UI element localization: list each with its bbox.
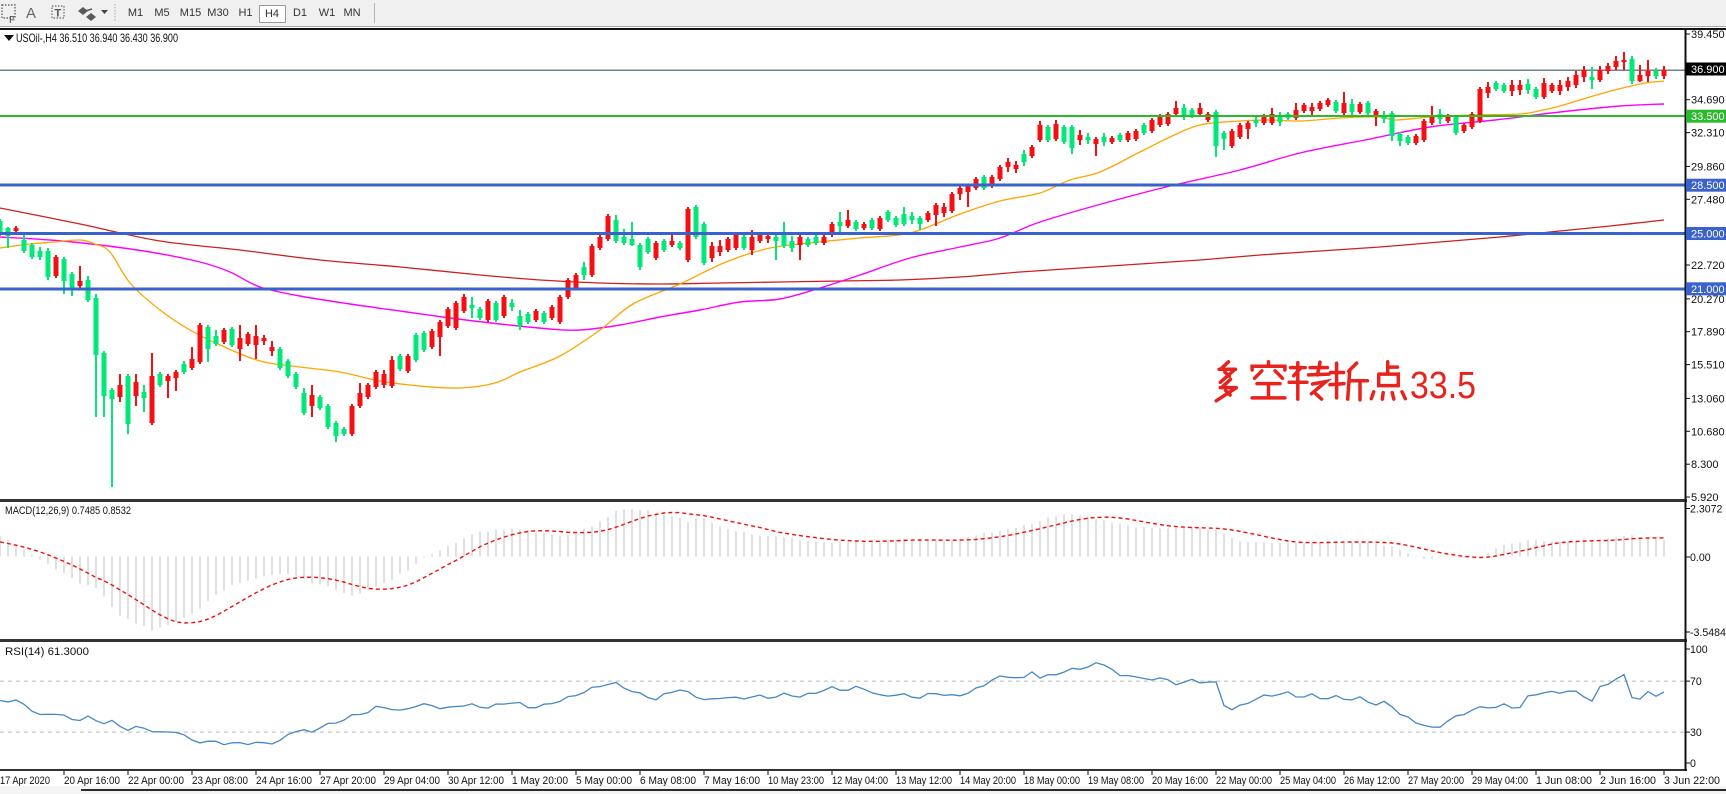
svg-text:13.060: 13.060 xyxy=(1691,393,1725,405)
svg-text:39.450: 39.450 xyxy=(1691,29,1725,41)
svg-text:A: A xyxy=(26,5,36,22)
svg-text:MACD(12,26,9) 0.7485 0.8532: MACD(12,26,9) 0.7485 0.8532 xyxy=(5,505,131,517)
svg-text:7 May 16:00: 7 May 16:00 xyxy=(704,775,760,787)
svg-text:29 May 04:00: 29 May 04:00 xyxy=(1472,775,1528,787)
svg-text:10 May 23:00: 10 May 23:00 xyxy=(768,775,824,787)
svg-text:14 May 20:00: 14 May 20:00 xyxy=(960,775,1016,787)
svg-text:70: 70 xyxy=(1690,676,1702,688)
svg-text:2 Jun 16:00: 2 Jun 16:00 xyxy=(1600,775,1656,787)
svg-text:32.310: 32.310 xyxy=(1691,128,1725,140)
svg-text:29 Apr 04:00: 29 Apr 04:00 xyxy=(384,775,440,787)
svg-text:13 May 12:00: 13 May 12:00 xyxy=(896,775,952,787)
svg-text:30: 30 xyxy=(1690,727,1702,739)
svg-text:20.270: 20.270 xyxy=(1691,294,1725,306)
svg-text:5 May 00:00: 5 May 00:00 xyxy=(576,775,632,787)
svg-text:20 Apr 16:00: 20 Apr 16:00 xyxy=(64,775,120,787)
svg-text:-3.5484: -3.5484 xyxy=(1690,627,1726,639)
svg-text:27 May 20:00: 27 May 20:00 xyxy=(1408,775,1464,787)
svg-text:22 Apr 00:00: 22 Apr 00:00 xyxy=(128,775,184,787)
svg-text:12 May 04:00: 12 May 04:00 xyxy=(832,775,888,787)
svg-text:F: F xyxy=(9,15,15,26)
svg-text:20 May 16:00: 20 May 16:00 xyxy=(1152,775,1208,787)
svg-text:5.920: 5.920 xyxy=(1691,492,1719,504)
svg-text:19 May 08:00: 19 May 08:00 xyxy=(1088,775,1144,787)
svg-text:28.500: 28.500 xyxy=(1691,180,1725,192)
svg-text:3 Jun 22:00: 3 Jun 22:00 xyxy=(1664,775,1720,787)
svg-text:1 May 20:00: 1 May 20:00 xyxy=(512,775,568,787)
svg-text:10.680: 10.680 xyxy=(1691,426,1725,438)
svg-text:T: T xyxy=(55,8,62,20)
svg-text:8.300: 8.300 xyxy=(1691,459,1719,471)
svg-text:27 Apr 20:00: 27 Apr 20:00 xyxy=(320,775,376,787)
svg-text:22 May 00:00: 22 May 00:00 xyxy=(1216,775,1272,787)
svg-text:33.5: 33.5 xyxy=(1410,365,1476,407)
svg-text:27.480: 27.480 xyxy=(1691,194,1725,206)
svg-text:25 May 04:00: 25 May 04:00 xyxy=(1280,775,1336,787)
svg-text:23 Apr 08:00: 23 Apr 08:00 xyxy=(192,775,248,787)
svg-text:26 May 12:00: 26 May 12:00 xyxy=(1344,775,1400,787)
svg-text:0.00: 0.00 xyxy=(1690,552,1711,564)
svg-text:21.000: 21.000 xyxy=(1691,284,1725,296)
svg-text:1 Jun 08:00: 1 Jun 08:00 xyxy=(1536,775,1592,787)
svg-text:22.720: 22.720 xyxy=(1691,260,1725,272)
svg-text:36.900: 36.900 xyxy=(1691,64,1725,76)
svg-text:2.3072: 2.3072 xyxy=(1690,504,1723,516)
svg-text:RSI(14) 61.3000: RSI(14) 61.3000 xyxy=(5,646,89,658)
svg-text:30 Apr 12:00: 30 Apr 12:00 xyxy=(448,775,504,787)
svg-text:17.890: 17.890 xyxy=(1691,327,1725,339)
svg-text:15.510: 15.510 xyxy=(1691,360,1725,372)
svg-text:29.860: 29.860 xyxy=(1691,161,1725,173)
svg-text:0: 0 xyxy=(1690,758,1696,770)
svg-text:24 Apr 16:00: 24 Apr 16:00 xyxy=(256,775,312,787)
svg-text:17 Apr 2020: 17 Apr 2020 xyxy=(0,775,50,787)
svg-text:34.690: 34.690 xyxy=(1691,95,1725,107)
svg-text:100: 100 xyxy=(1690,644,1708,656)
svg-text:33.500: 33.500 xyxy=(1691,111,1725,123)
svg-text:18 May 00:00: 18 May 00:00 xyxy=(1024,775,1080,787)
svg-text:25.000: 25.000 xyxy=(1691,229,1725,241)
svg-text:6 May 08:00: 6 May 08:00 xyxy=(640,775,696,787)
svg-text:USOil-,H4 36.510 36.940 36.43: USOil-,H4 36.510 36.940 36.430 36.900 xyxy=(16,31,178,45)
